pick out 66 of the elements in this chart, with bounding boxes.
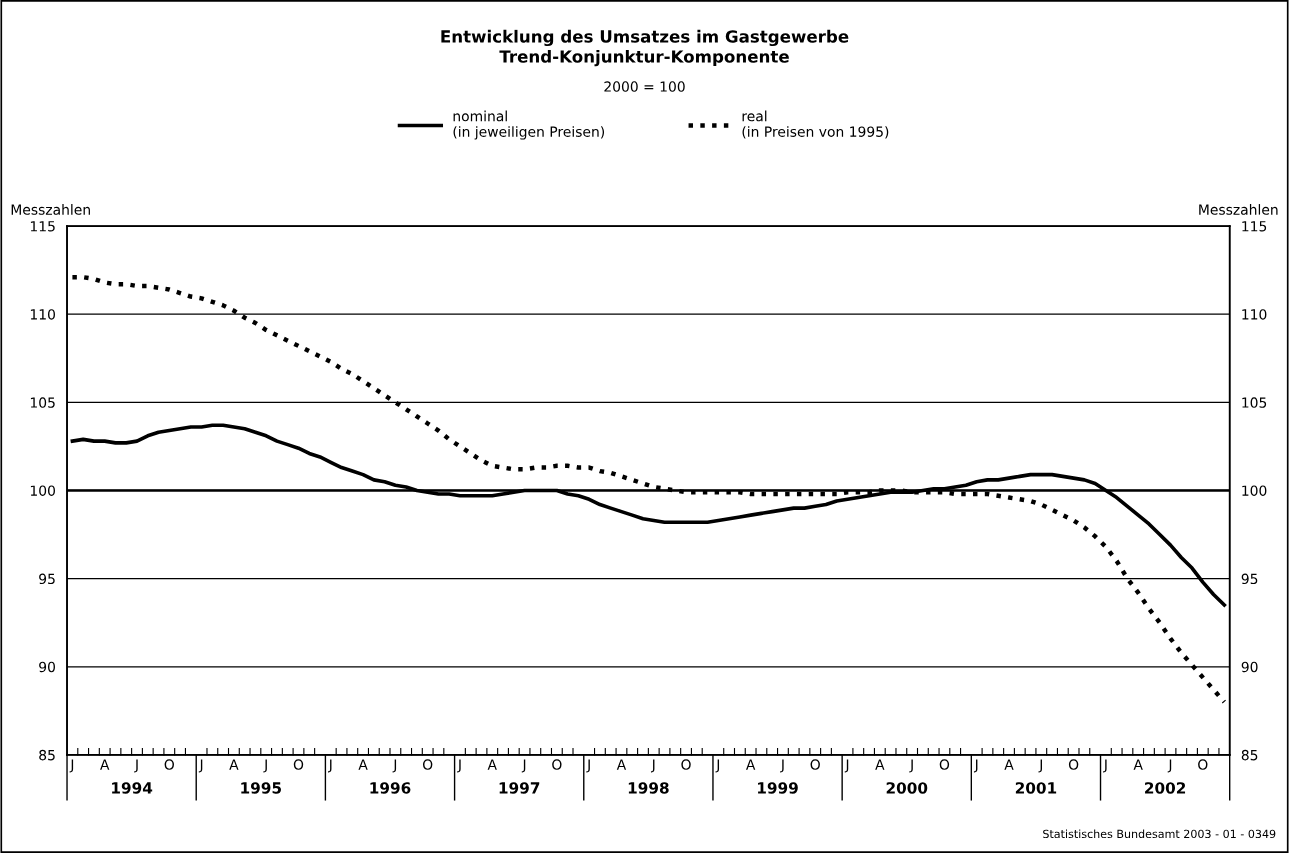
x-tick-label: O — [681, 759, 691, 770]
x-tick-label: J — [586, 759, 590, 773]
x-tick-label: O — [1068, 759, 1079, 770]
x-tick-label: O — [939, 759, 950, 770]
x-tick-label: A — [1133, 759, 1143, 770]
y-tick-label: 110 — [30, 309, 55, 320]
y-tick-label: 85 — [39, 749, 55, 761]
x-tick-label: J — [69, 759, 74, 773]
x-tick-label: J — [521, 759, 526, 773]
text: 1999 — [758, 782, 798, 794]
x-tick-label: J — [780, 759, 784, 773]
x-tick-label: O — [164, 759, 174, 770]
text: 2000 — [886, 782, 928, 794]
y-tick-label: 115 — [30, 221, 55, 232]
text: 1998 — [628, 782, 669, 794]
y-tick-label: 105 — [30, 397, 55, 408]
x-tick-label: J — [1103, 759, 1107, 773]
text: 2001 — [1015, 782, 1057, 794]
x-tick-label: O — [422, 759, 433, 770]
x-tick-label: A — [746, 759, 756, 770]
x-tick-label: A — [100, 759, 110, 770]
y2-tick-label: 110 — [1242, 309, 1267, 320]
x-tick-label: O — [552, 759, 562, 770]
x-tick-label: J — [1167, 759, 1172, 773]
text: 1997 — [499, 782, 540, 794]
y2-tick-label: 105 — [1242, 397, 1267, 408]
chart-subtitle: 2000 = 100 — [604, 81, 685, 92]
legend-label: real (in Preisen von 1995) — [742, 110, 889, 139]
x-tick-label: A — [1004, 759, 1014, 770]
chart-title: Entwicklung des Umsatzes im Gastgewerbe Trend-Konjunktur-Komponente — [441, 29, 849, 67]
text: 1996 — [370, 782, 411, 794]
y2-axis-title: Messzahlen — [1199, 204, 1278, 215]
x-tick-label: J — [973, 759, 978, 773]
y-tick-label: 95 — [39, 573, 55, 585]
y-tick-label: 100 — [30, 485, 55, 496]
x-tick-label: J — [263, 759, 267, 773]
y2-tick-label: 90 — [1241, 661, 1258, 673]
x-tick-label: A — [875, 759, 885, 770]
y2-tick-label: 100 — [1242, 485, 1267, 496]
x-tick-label: J — [1038, 759, 1042, 773]
text: 1995 — [241, 782, 281, 794]
x-tick-label: J — [198, 759, 203, 773]
x-tick-label: A — [616, 759, 627, 770]
legend-label: nominal (in jeweiligen Preisen) — [453, 110, 605, 140]
x-tick-label: O — [810, 759, 820, 770]
x-tick-label: O — [293, 759, 304, 770]
x-tick-label: J — [457, 759, 461, 773]
x-tick-label: A — [487, 759, 497, 770]
y-tick-label: 90 — [39, 661, 55, 673]
y-axis-title: Messzahlen — [11, 204, 90, 215]
y2-tick-label: 115 — [1242, 221, 1267, 232]
text: 1994 — [112, 782, 153, 794]
x-tick-label: J — [844, 759, 849, 773]
x-tick-label: O — [1198, 759, 1208, 770]
y2-tick-label: 85 — [1241, 749, 1258, 761]
x-tick-label: J — [392, 759, 397, 773]
text: Statistisches Bundesamt 2003 - 01 - 0349 — [1043, 829, 1276, 839]
x-tick-label: J — [909, 759, 913, 773]
y2-tick-label: 95 — [1241, 573, 1258, 585]
text: 2002 — [1145, 782, 1186, 794]
x-tick-label: J — [328, 759, 332, 773]
x-tick-label: J — [650, 759, 655, 773]
x-tick-label: A — [229, 759, 239, 770]
x-tick-label: J — [134, 759, 138, 773]
x-tick-label: J — [715, 759, 720, 773]
x-tick-label: A — [358, 759, 368, 770]
